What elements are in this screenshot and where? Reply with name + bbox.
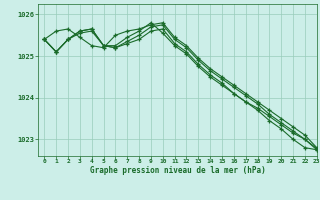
X-axis label: Graphe pression niveau de la mer (hPa): Graphe pression niveau de la mer (hPa) [90, 166, 266, 175]
